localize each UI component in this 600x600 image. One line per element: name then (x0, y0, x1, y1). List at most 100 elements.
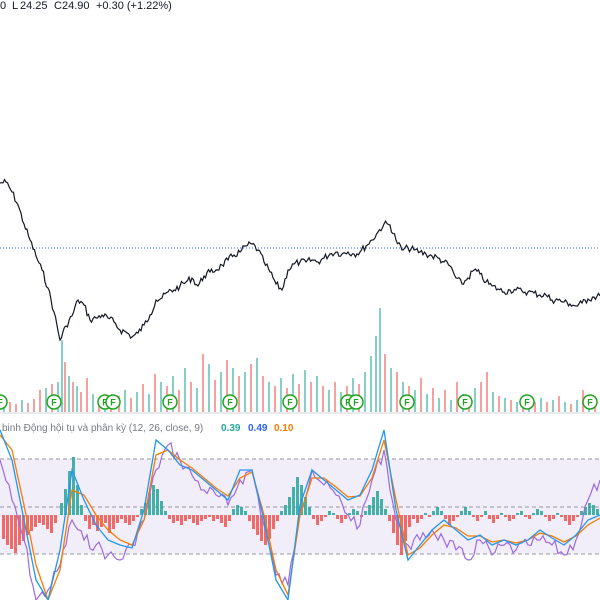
histogram-bar (172, 515, 175, 523)
histogram-bar (42, 515, 45, 525)
histogram-bar (38, 515, 41, 523)
histogram-bar (440, 511, 443, 515)
histogram-bar (68, 471, 71, 515)
histogram-bar (436, 507, 439, 515)
volume-bar (68, 376, 70, 412)
dividend-f-marker[interactable]: F (0, 394, 8, 410)
histogram-bar (220, 515, 223, 523)
volume-bar (334, 382, 336, 412)
histogram-bar (456, 515, 459, 517)
histogram-bar (288, 497, 291, 515)
histogram-bar (284, 505, 287, 515)
histogram-bar (108, 515, 111, 533)
histogram-bar (316, 515, 319, 525)
histogram-bar (396, 515, 399, 545)
histogram-bar (46, 515, 49, 529)
volume-bar (208, 364, 210, 412)
svg-text:F: F (227, 398, 233, 408)
histogram-bar (512, 515, 515, 519)
volume-bar (61, 340, 63, 412)
histogram-bar (532, 513, 535, 515)
svg-text:F: F (462, 398, 468, 408)
dividend-f-marker[interactable]: F (105, 394, 121, 410)
histogram-bar (76, 485, 79, 515)
dividend-f-marker[interactable]: F (348, 394, 364, 410)
histogram-bar (484, 511, 487, 515)
histogram-bar (412, 515, 415, 519)
dividend-f-marker[interactable]: F (457, 394, 473, 410)
histogram-bar (112, 515, 115, 529)
volume-bar (486, 372, 488, 412)
volume-bar (310, 382, 312, 412)
volume-bar (370, 356, 372, 412)
histogram-bar (500, 513, 503, 515)
histogram-bar (50, 515, 53, 533)
volume-bars (3, 308, 596, 412)
histogram-bar (272, 515, 275, 529)
volume-bar (196, 388, 198, 412)
dividend-f-marker[interactable]: F (519, 394, 535, 410)
volume-bar (384, 354, 386, 412)
volume-bar (136, 392, 138, 412)
volume-bar (280, 378, 282, 412)
volume-bar (414, 390, 416, 412)
volume-bar (72, 382, 74, 412)
volume-bar (564, 402, 566, 412)
histogram-bar (244, 511, 247, 515)
histogram-bar (156, 489, 159, 515)
histogram-value: 0.39 (221, 423, 241, 434)
macd-line (0, 429, 600, 600)
volume-bar (438, 398, 440, 412)
volume-bar (160, 382, 162, 412)
histogram-bar (34, 515, 37, 527)
volume-bar (492, 392, 494, 412)
histogram-bar (212, 515, 215, 521)
dividend-f-marker[interactable]: F (282, 394, 298, 410)
svg-text:F: F (345, 398, 351, 408)
histogram-bar (200, 515, 203, 521)
histogram-bar (348, 513, 351, 515)
histogram-bar (320, 515, 323, 521)
histogram-bar (232, 509, 235, 515)
histogram-bar (420, 515, 423, 519)
histogram-bar (6, 515, 9, 545)
histogram-bar (388, 515, 391, 521)
volume-bar (124, 390, 126, 412)
dividend-f-marker[interactable]: F (46, 394, 62, 410)
macd-pane: binh Động hội tụ và phân kỳ (12, 26, clo… (0, 423, 600, 600)
histogram-bar (308, 507, 311, 515)
histogram-bar (164, 511, 167, 515)
dividend-f-marker[interactable]: F (399, 394, 415, 410)
histogram-bar (332, 513, 335, 515)
volume-bar (274, 386, 276, 412)
volume-bar (379, 308, 381, 412)
histogram-bar (480, 515, 483, 517)
volume-bar (86, 378, 88, 412)
volume-bar (92, 394, 94, 412)
volume-bar (316, 376, 318, 412)
signal-line (0, 434, 600, 600)
histogram-bar (140, 509, 143, 515)
volume-bar (148, 394, 150, 412)
dividend-f-marker[interactable]: F (162, 394, 178, 410)
volume-bar (220, 372, 222, 412)
volume-bar (396, 372, 398, 412)
dividend-f-marker[interactable]: F (222, 394, 238, 410)
svg-text:F: F (287, 398, 293, 408)
histogram-bar (468, 511, 471, 515)
volume-bar (474, 388, 476, 412)
histogram-bar (536, 509, 539, 515)
histogram-bar (428, 515, 431, 517)
histogram-bar (564, 515, 567, 521)
indicator-legend[interactable]: binh Động hội tụ và phân kỳ (12, 26, clo… (2, 423, 294, 434)
volume-bar (76, 386, 78, 412)
histogram-bar (132, 515, 135, 521)
volume-bar (420, 378, 422, 412)
histogram-bar (88, 515, 91, 529)
histogram-bar (324, 515, 327, 517)
histogram-bar (14, 515, 17, 553)
histogram-bar (312, 515, 315, 519)
indicator-label: binh Động hội tụ và phân kỳ (12, 26, clo… (2, 423, 203, 434)
dividend-f-marker[interactable]: F (582, 394, 598, 410)
